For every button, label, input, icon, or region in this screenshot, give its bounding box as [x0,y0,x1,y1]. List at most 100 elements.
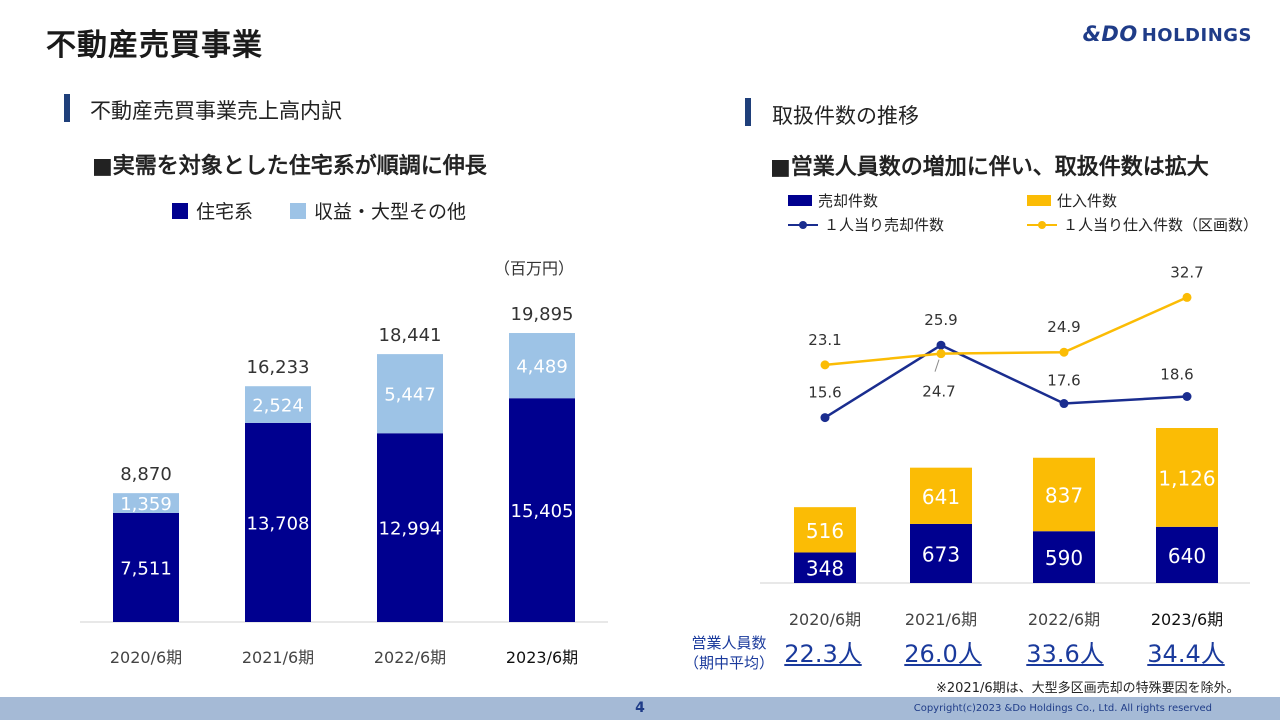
point-sales-per-person [1182,391,1192,401]
logo-main: &DO [1082,22,1138,46]
legend-swatch-sales [788,195,812,206]
label-other: 4,489 [516,357,568,378]
line-sales-per-person [824,343,1188,419]
label-other: 1,359 [120,494,172,515]
bar-purchase-count [910,467,972,524]
point-sales-per-person [936,340,946,350]
label-purchase-count: 641 [922,485,960,509]
label-total: 8,870 [120,464,172,485]
label-residential: 13,708 [247,513,310,534]
legend-swatch-other [290,202,306,219]
legend-residential: 住宅系 [172,197,253,224]
bar-other [509,333,575,399]
sales-breakdown-chart: 7,511 1,359 8,870 2020/6期 13,708 2,524 16,233 2… [80,304,608,667]
label-residential: 7,511 [120,558,172,579]
label-sales-per-person: 18.6 [1160,365,1193,383]
page-title: 不動産売買事業 [46,28,263,63]
legend-label-sales: 売却件数 [818,192,879,210]
left-subtitle: ■実需を対象とした住宅系が順調に伸長 [92,154,487,179]
logo-sub: HOLDINGS [1141,25,1252,46]
point-purchase-per-person [1059,347,1069,357]
line-purchase-per-person [824,296,1188,367]
label-purchase-count: 516 [806,519,844,543]
x-tick-label: 2022/6期 [374,648,446,667]
legend-label-residential: 住宅系 [196,201,254,223]
label-total: 16,233 [247,357,310,378]
bar-residential [377,433,443,622]
x-tick-label: 2020/6期 [110,648,182,667]
bar-residential [509,398,575,622]
label-other: 5,447 [384,385,436,406]
label-purchase-count: 837 [1045,483,1083,507]
label-leader-line [934,359,940,372]
legend-sales-per-person: １人当り売却件数 [788,214,944,235]
bar-purchase-count [1156,428,1218,527]
employees-value: 26.0人 [904,640,982,668]
label-sales-count: 348 [806,557,844,581]
employees-value: 33.6人 [1026,640,1104,668]
x-tick-label: 2021/6期 [242,648,314,667]
label-sales-count: 673 [922,542,960,566]
label-purchase-per-person: 24.7 [922,383,955,401]
section-accent-bar-right [745,98,751,126]
legend-label-other: 収益・大型その他 [314,201,467,223]
employees-value: 22.3人 [784,640,862,668]
label-total: 19,895 [511,304,574,325]
bar-sales-count [1156,526,1218,583]
employees-label: 営業人員数 （期中平均） [684,633,774,673]
employees-label-line1: 営業人員数 [691,634,767,652]
legend-swatch-residential [172,202,188,219]
footer-bar [0,697,1280,720]
employees-value: 34.4人 [1147,640,1225,668]
legend-line-purchase [1027,219,1057,231]
label-sales-count: 640 [1168,544,1206,568]
page-number: 4 [635,700,645,716]
label-other: 2,524 [252,396,304,417]
x-tick-label: 2022/6期 [1028,610,1100,629]
label-purchase-per-person: 32.7 [1170,263,1203,281]
left-section-title: 不動産売買事業売上高内訳 [90,99,342,123]
section-accent-bar [64,94,70,122]
label-total: 18,441 [379,325,442,346]
company-logo: &DO HOLDINGS [1083,22,1252,46]
legend-purchase-per-person: １人当り仕入件数（区画数） [1027,214,1258,235]
point-purchase-per-person [1182,292,1192,302]
employees-label-line2: （期中平均） [684,654,775,672]
x-tick-label: 2021/6期 [905,610,977,629]
label-residential: 15,405 [511,501,574,522]
bar-other [377,354,443,434]
right-section-title: 取扱件数の推移 [772,104,919,128]
right-subtitle: ■営業人員数の増加に伴い、取扱件数は拡大 [770,155,1209,180]
legend-label-purchase: 仕入件数 [1057,192,1118,210]
label-sales-per-person: 25.9 [924,311,957,329]
unit-label: （百万円） [494,259,575,278]
point-purchase-per-person [820,360,830,370]
point-sales-per-person [1059,399,1069,409]
footnote: ※2021/6期は、大型多区画売却の特殊要因を除外。 [936,681,1240,696]
copyright: Copyright(c)2023 &Do Holdings Co., Ltd. … [913,703,1212,714]
legend-label-sales-per-person: １人当り売却件数 [824,216,945,234]
legend-swatch-purchase [1027,195,1051,206]
bar-other [245,386,311,423]
bar-residential [245,422,311,622]
legend-other: 収益・大型その他 [290,197,466,224]
label-purchase-per-person: 23.1 [808,331,841,349]
x-tick-label: 2020/6期 [789,610,861,629]
legend-label-purchase-per-person: １人当り仕入件数（区画数） [1063,216,1259,234]
x-tick-label: 2023/6期 [1151,610,1223,629]
bar-sales-count [794,552,856,583]
label-residential: 12,994 [379,519,442,540]
bar-residential [113,512,179,622]
label-sales-per-person: 17.6 [1047,372,1080,390]
point-purchase-per-person [936,349,946,359]
bar-sales-count [910,523,972,583]
bar-purchase-count [1033,457,1095,532]
label-purchase-per-person: 24.9 [1047,318,1080,336]
legend-purchase-count: 仕入件数 [1027,190,1117,211]
legend-line-sales [788,219,818,231]
legend-sales-count: 売却件数 [788,190,878,211]
transactions-chart: 348 516 2020/6期 673 641 2021/6期 590 837 2022/6期 6… [760,263,1250,629]
bar-purchase-count [794,507,856,553]
label-sales-per-person: 15.6 [808,384,841,402]
bar-other [113,493,179,513]
